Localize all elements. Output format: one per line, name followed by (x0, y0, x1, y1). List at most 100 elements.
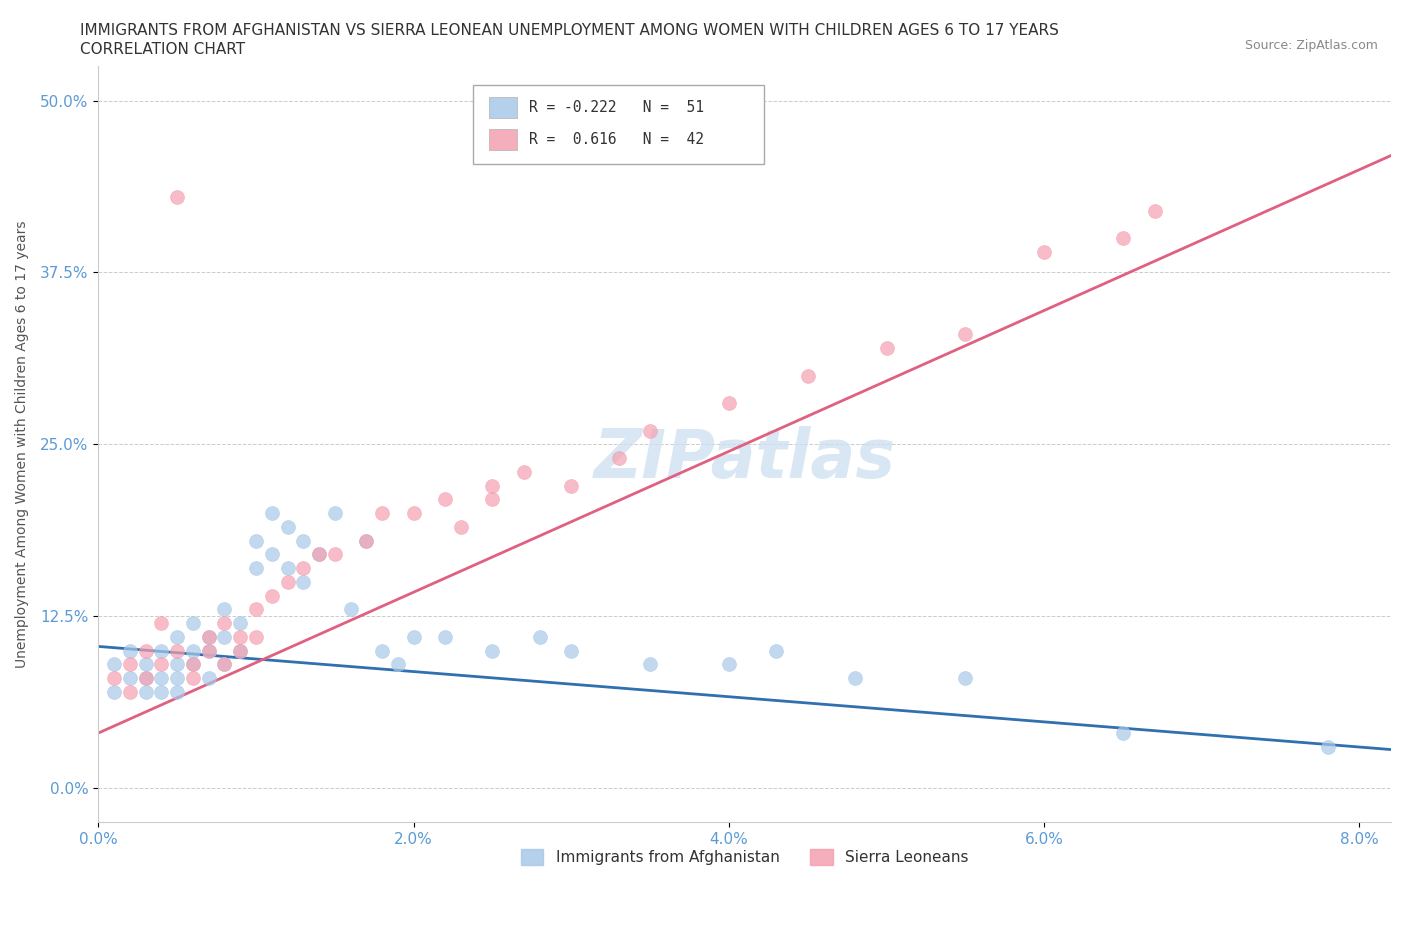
Point (181, 671, 204, 685)
Point (260, 588, 283, 603)
Point (450, 519, 472, 534)
Point (513, 464, 536, 479)
Point (150, 657, 173, 671)
Y-axis label: Unemployment Among Women with Children Ages 6 to 17 years: Unemployment Among Women with Children A… (15, 220, 30, 668)
Point (103, 684, 125, 699)
Point (150, 644, 173, 658)
Point (955, 326, 977, 341)
Point (356, 533, 378, 548)
Point (481, 644, 503, 658)
Point (356, 533, 378, 548)
Point (214, 657, 236, 671)
Point (245, 533, 267, 548)
Point (402, 506, 425, 521)
Point (103, 657, 125, 671)
Point (118, 644, 141, 658)
FancyBboxPatch shape (489, 129, 517, 150)
FancyBboxPatch shape (474, 85, 763, 165)
Text: R =  0.616   N =  42: R = 0.616 N = 42 (529, 132, 704, 147)
Point (481, 492, 503, 507)
Point (229, 644, 252, 658)
Point (214, 616, 236, 631)
Point (229, 644, 252, 658)
Text: IMMIGRANTS FROM AFGHANISTAN VS SIERRA LEONEAN UNEMPLOYMENT AMONG WOMEN WITH CHIL: IMMIGRANTS FROM AFGHANISTAN VS SIERRA LE… (80, 23, 1059, 38)
Text: CORRELATION CHART: CORRELATION CHART (80, 42, 245, 57)
Point (796, 368, 818, 383)
Point (150, 671, 173, 685)
Point (765, 644, 787, 658)
Point (292, 575, 315, 590)
Point (103, 671, 125, 685)
Point (229, 616, 252, 631)
Point (150, 684, 173, 699)
Point (371, 506, 394, 521)
Point (245, 602, 267, 617)
Point (197, 644, 219, 658)
Point (181, 616, 204, 631)
Point (323, 547, 346, 562)
Point (292, 533, 315, 548)
Point (481, 478, 503, 493)
Point (1316, 739, 1339, 754)
Point (214, 602, 236, 617)
Point (245, 561, 267, 576)
Point (308, 547, 330, 562)
Point (166, 630, 188, 644)
Point (955, 671, 977, 685)
Point (876, 340, 898, 355)
Point (529, 630, 551, 644)
Point (166, 657, 188, 671)
Point (166, 684, 188, 699)
Point (1143, 203, 1166, 218)
Point (434, 492, 457, 507)
Point (638, 423, 661, 438)
Point (150, 616, 173, 631)
Point (276, 519, 298, 534)
Point (118, 657, 141, 671)
Point (181, 657, 204, 671)
Point (560, 644, 582, 658)
Point (135, 671, 157, 685)
Point (371, 644, 394, 658)
Point (339, 602, 361, 617)
Point (135, 684, 157, 699)
Point (245, 630, 267, 644)
Point (717, 395, 740, 410)
Point (181, 657, 204, 671)
Point (292, 561, 315, 576)
Point (197, 644, 219, 658)
Point (276, 561, 298, 576)
Point (260, 506, 283, 521)
Point (1033, 245, 1056, 259)
Text: Source: ZipAtlas.com: Source: ZipAtlas.com (1244, 39, 1378, 52)
Point (135, 657, 157, 671)
Point (197, 630, 219, 644)
Text: R = -0.222   N =  51: R = -0.222 N = 51 (529, 100, 704, 115)
Point (638, 657, 661, 671)
Point (434, 630, 457, 644)
Point (197, 671, 219, 685)
Point (135, 671, 157, 685)
Point (260, 547, 283, 562)
Legend: Immigrants from Afghanistan, Sierra Leoneans: Immigrants from Afghanistan, Sierra Leon… (515, 844, 974, 871)
Point (229, 630, 252, 644)
Point (181, 644, 204, 658)
Point (560, 478, 582, 493)
Point (308, 547, 330, 562)
Point (166, 671, 188, 685)
Point (387, 657, 409, 671)
Point (1112, 725, 1135, 740)
FancyBboxPatch shape (489, 97, 517, 118)
Point (607, 451, 630, 466)
Point (166, 190, 188, 205)
Point (214, 657, 236, 671)
Text: ZIPatlas: ZIPatlas (593, 427, 896, 492)
Point (118, 684, 141, 699)
Point (118, 671, 141, 685)
Point (402, 630, 425, 644)
Point (844, 671, 866, 685)
Point (135, 644, 157, 658)
Point (323, 506, 346, 521)
Point (197, 630, 219, 644)
Point (1112, 231, 1135, 246)
